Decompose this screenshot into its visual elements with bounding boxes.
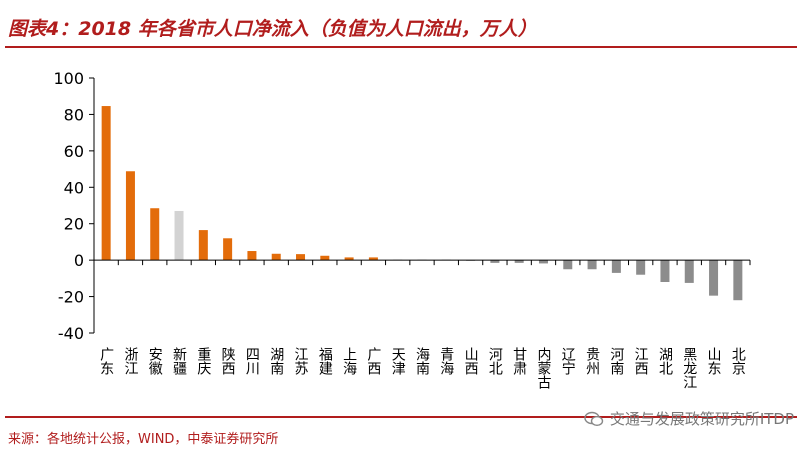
- x-tick-label: 黑龙江: [681, 347, 697, 389]
- x-tick-label: 四川: [244, 347, 260, 375]
- x-tick-label: 广东: [98, 347, 114, 375]
- y-tick-label: 100: [53, 69, 84, 88]
- y-tick-label: 20: [64, 215, 84, 234]
- bar: [514, 260, 524, 263]
- x-tick-label: 天津: [390, 347, 406, 375]
- bar: [223, 238, 233, 261]
- y-tick-label: -20: [58, 288, 84, 307]
- x-tick-label: 甘肃: [511, 347, 527, 375]
- source-note: 来源：各地统计公报，WIND，中泰证券研究所: [8, 432, 279, 447]
- x-tick-label: 湖北: [657, 347, 673, 376]
- y-tick-label: 80: [64, 105, 84, 124]
- bar: [101, 106, 111, 261]
- watermark-text: 交通与发展政策研究所ITDP: [609, 410, 794, 428]
- bar: [368, 257, 378, 261]
- wechat-icon: [584, 411, 604, 426]
- x-tick-label: 青海: [438, 347, 454, 375]
- title-rule: [5, 46, 797, 48]
- x-tick-label: 内蒙古: [535, 347, 551, 389]
- bar: [636, 260, 646, 275]
- watermark: 交通与发展政策研究所ITDP: [584, 408, 794, 429]
- bar: [490, 260, 500, 263]
- x-tick-label: 浙江: [122, 347, 138, 375]
- bar: [247, 251, 257, 261]
- bar: [150, 208, 160, 261]
- x-tick-label: 福建: [317, 347, 333, 376]
- x-tick-label: 河南: [608, 347, 624, 375]
- x-tick-label: 湖南: [268, 347, 284, 375]
- x-tick-label: 贵州: [584, 347, 600, 375]
- y-tick-label: 0: [74, 251, 84, 270]
- x-tick-label: 广西: [365, 347, 381, 375]
- x-tick-label: 江西: [633, 347, 649, 375]
- bar: [733, 260, 743, 301]
- x-tick-label: 上海: [341, 347, 357, 375]
- x-axis-labels: 广东 浙江 安徽 新疆 重庆 陕西 四川 湖南 江苏 福建 上海 广西 天津 海南 青海 山西 河北 甘肃 内蒙古辽…: [98, 347, 746, 389]
- bar: [684, 260, 694, 283]
- y-tick-label: 40: [64, 178, 84, 197]
- y-tick-label: 60: [64, 142, 84, 161]
- x-tick-label: 海南: [414, 347, 430, 375]
- bar: [344, 257, 354, 261]
- y-axis: -40 -20 0 20 40 60 80 100: [53, 69, 95, 343]
- bar: [587, 260, 597, 270]
- bar: [538, 260, 548, 264]
- y-tick-label: -40: [58, 324, 84, 343]
- x-tick-label: 江苏: [293, 347, 309, 376]
- x-tick-label: 北京: [730, 347, 746, 375]
- bar: [271, 253, 281, 261]
- bar: [125, 171, 135, 261]
- x-tick-label: 陕西: [220, 347, 236, 375]
- x-tick-label: 山西: [463, 347, 479, 375]
- bar: [174, 210, 184, 261]
- x-tick-label: 新疆: [171, 347, 187, 375]
- bar: [198, 230, 208, 261]
- bar: [296, 254, 306, 261]
- bar: [660, 260, 670, 282]
- x-tick-label: 山东: [706, 347, 722, 375]
- x-tick-label: 河北: [487, 347, 503, 376]
- bars: [93, 106, 751, 301]
- footer-rule: [5, 416, 797, 418]
- chart-title: 图表4：2018 年各省市人口净流入（负值为人口流出，万人）: [8, 18, 537, 40]
- bar: [709, 260, 719, 296]
- x-tick-label: 安徽: [147, 347, 163, 375]
- bar: [611, 260, 621, 273]
- bar: [563, 260, 573, 270]
- bar: [320, 255, 330, 261]
- x-tick-label: 重庆: [195, 347, 211, 375]
- x-tick-label: 辽宁: [560, 347, 576, 375]
